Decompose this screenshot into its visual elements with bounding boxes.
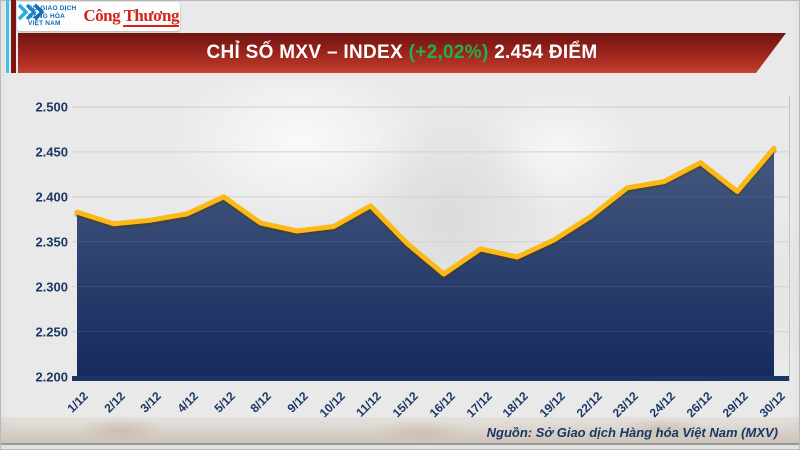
chart-title: CHỈ SỐ MXV – INDEX (+2,02%) 2.454 ĐIỂM — [206, 42, 597, 64]
y-axis-label: 2.350 — [35, 234, 68, 250]
congthuong-logo-text: Công Thương — [83, 5, 179, 25]
y-axis-label: 2.200 — [35, 369, 68, 384]
source-text: Nguồn: Sở Giao dịch Hàng hóa Việt Nam (M… — [486, 425, 778, 440]
x-axis-label: 11/12 — [353, 389, 385, 420]
x-axis-label: 24/12 — [646, 389, 678, 421]
x-axis-label: 29/12 — [720, 389, 752, 421]
y-axis-label: 2.400 — [35, 189, 68, 205]
chart-change-badge: (+2,02%) — [408, 42, 489, 63]
congthuong-logo: Công Thương — [83, 7, 179, 27]
x-axis-label: 17/12 — [463, 389, 495, 421]
y-axis-label: 2.300 — [35, 279, 68, 295]
world-map-watermark — [0, 80, 800, 400]
x-axis-label: 18/12 — [499, 389, 532, 421]
x-axis-label: 4/12 — [174, 389, 201, 416]
footer-bottom-area — [1, 445, 799, 449]
mxv-logo-text: SỞ GIAO DỊCH HÀNG HÓA VIỆT NAM — [28, 5, 77, 28]
left-stripe-cyan — [6, 0, 9, 73]
x-axis-label: 2/12 — [101, 389, 128, 416]
x-axis-label: 5/12 — [211, 389, 238, 416]
y-axis-label: 2.250 — [35, 324, 68, 340]
title-banner: CHỈ SỐ MXV – INDEX (+2,02%) 2.454 ĐIỂM — [18, 33, 786, 73]
y-axis-label: 2.500 — [35, 99, 68, 115]
chart-title-text: CHỈ SỐ MXV – INDEX — [206, 42, 403, 63]
chart-index-value: 2.454 ĐIỂM — [494, 42, 598, 63]
plot-right-border — [789, 96, 790, 382]
congthuong-logo-underline — [122, 24, 179, 27]
y-axis-label: 2.450 — [35, 144, 68, 160]
x-axis-label: 9/12 — [284, 389, 311, 416]
footer-divider-line — [1, 443, 799, 445]
x-axis-label: 3/12 — [137, 389, 165, 416]
x-axis-label: 23/12 — [610, 389, 642, 421]
logo-card: SỞ GIAO DỊCH HÀNG HÓA VIỆT NAM Công Thươ… — [17, 2, 180, 31]
x-axis-label: 30/12 — [756, 389, 788, 421]
x-axis-label: 10/12 — [316, 389, 348, 421]
x-axis-label: 26/12 — [683, 389, 715, 421]
x-axis-label: 8/12 — [247, 389, 275, 416]
x-axis-label: 22/12 — [573, 389, 605, 421]
footer-photo-strip — [1, 417, 799, 443]
x-axis-label: 1/12 — [64, 389, 91, 416]
x-axis-label: 15/12 — [389, 389, 422, 421]
x-axis-label: 19/12 — [536, 389, 568, 421]
left-stripe-red — [11, 0, 16, 73]
x-axis-label: 16/12 — [426, 389, 458, 421]
